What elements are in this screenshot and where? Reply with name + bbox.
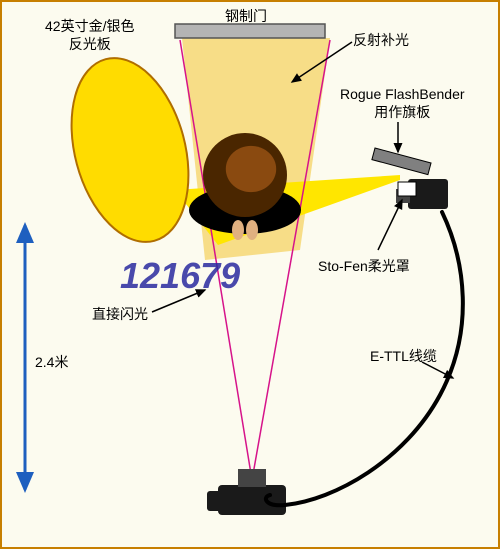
label-bounce-fill: 反射补光 [353, 32, 409, 50]
label-steel-door: 钢制门 [225, 8, 267, 26]
diagram-canvas [0, 0, 500, 549]
main-camera-grip [207, 491, 221, 511]
main-camera-lens [238, 469, 266, 487]
subject-hand-l [232, 220, 244, 240]
subject-hand-r [246, 220, 258, 240]
steel-door [175, 24, 325, 38]
subject-head-highlight [226, 146, 276, 192]
label-distance: 2.4米 [35, 354, 68, 372]
watermark-text: 121679 [120, 255, 240, 297]
label-direct-flash: 直接闪光 [92, 306, 148, 324]
label-reflector: 42英寸金/银色反光板 [45, 18, 134, 53]
label-flashbender: Rogue FlashBender用作旗板 [340, 86, 465, 121]
label-ettl-cable: E-TTL线缆 [370, 348, 437, 366]
stofen-diffuser [398, 182, 416, 196]
label-stofen: Sto-Fen柔光罩 [318, 258, 410, 276]
main-camera-body [218, 485, 286, 515]
